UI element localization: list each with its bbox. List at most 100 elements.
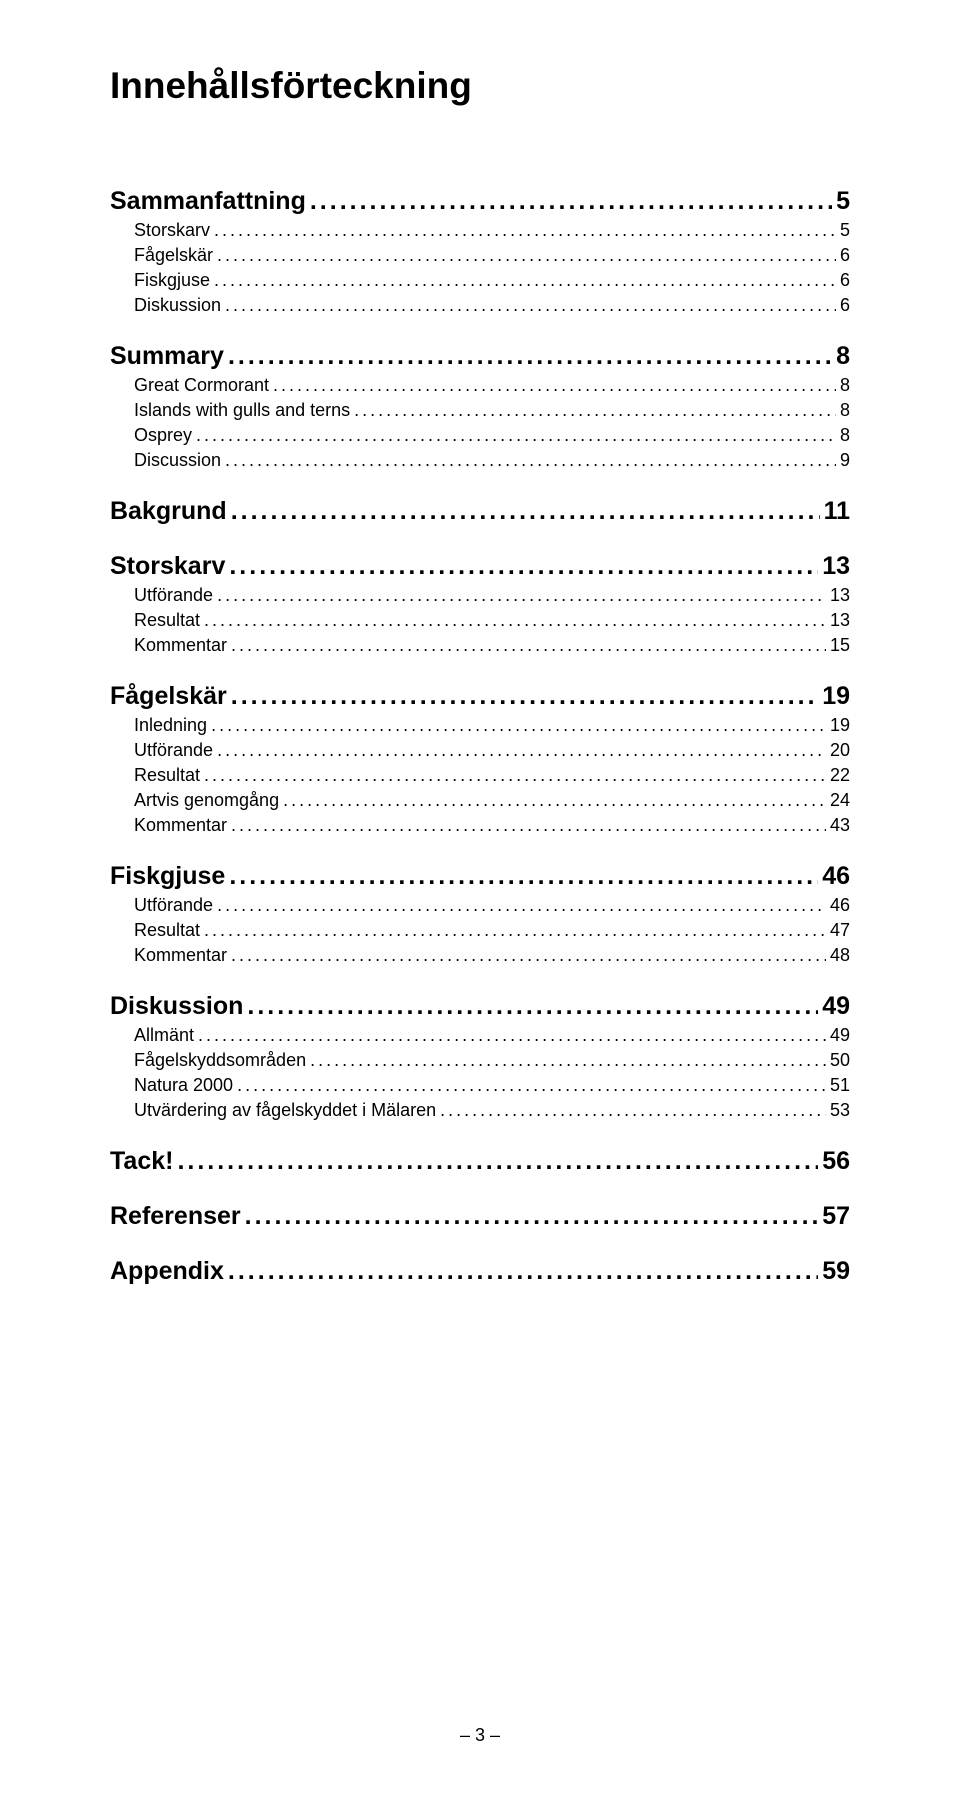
toc-entry-label: Appendix (110, 1257, 224, 1286)
toc-entry-page: 8 (840, 400, 850, 421)
toc-entry: Utförande20 (134, 740, 850, 761)
toc-leader-dots (440, 1100, 826, 1121)
toc-entry-label: Diskussion (110, 992, 243, 1021)
toc-entry-page: 8 (840, 425, 850, 446)
toc-entry: Referenser 57 (110, 1202, 850, 1231)
toc-entry-page: 5 (836, 187, 850, 216)
toc-entry-label: Tack! (110, 1147, 173, 1176)
toc-entry-page: 13 (830, 585, 850, 606)
toc-entry-page: 59 (822, 1257, 850, 1286)
toc-entry-label: Artvis genomgång (134, 790, 279, 811)
toc-entry-label: Storskarv (110, 552, 225, 581)
toc-entry-page: 13 (822, 552, 850, 581)
toc-leader-dots (217, 895, 826, 916)
toc-entry-page: 20 (830, 740, 850, 761)
toc-leader-dots (225, 295, 836, 316)
toc-entry-label: Resultat (134, 920, 200, 941)
toc-leader-dots (214, 270, 836, 291)
toc-leader-dots (231, 635, 826, 656)
toc-leader-dots (198, 1025, 826, 1046)
toc-entry: Utförande46 (134, 895, 850, 916)
toc-entry-page: 8 (840, 375, 850, 396)
toc-entry-label: Summary (110, 342, 224, 371)
toc-entry-page: 46 (830, 895, 850, 916)
toc-entry-page: 57 (822, 1202, 850, 1231)
toc-entry-label: Utvärdering av fågelskyddet i Mälaren (134, 1100, 436, 1121)
toc-entry: Storskarv5 (134, 220, 850, 241)
toc-leader-dots (225, 450, 836, 471)
toc-entry: Storskarv 13 (110, 552, 850, 581)
toc-leader-dots (237, 1075, 826, 1096)
toc-leader-dots (211, 715, 826, 736)
toc-leader-dots (231, 682, 818, 711)
toc-entry: Diskussion6 (134, 295, 850, 316)
page-number-footer: – 3 – (0, 1725, 960, 1746)
toc-entry-page: 46 (822, 862, 850, 891)
toc-entry-page: 56 (822, 1147, 850, 1176)
toc-entry-label: Referenser (110, 1202, 241, 1231)
toc-entry-page: 49 (822, 992, 850, 1021)
toc-leader-dots (214, 220, 836, 241)
toc-entry-label: Kommentar (134, 815, 227, 836)
toc-entry-page: 5 (840, 220, 850, 241)
toc-entry-label: Fågelskyddsområden (134, 1050, 306, 1071)
toc-entry-page: 24 (830, 790, 850, 811)
toc-leader-dots (354, 400, 836, 421)
toc-entry-label: Bakgrund (110, 497, 227, 526)
toc-entry-label: Allmänt (134, 1025, 194, 1046)
toc-entry: Resultat13 (134, 610, 850, 631)
toc-entry-page: 51 (830, 1075, 850, 1096)
toc-leader-dots (229, 862, 818, 891)
toc-entry: Diskussion 49 (110, 992, 850, 1021)
toc-leader-dots (310, 187, 832, 216)
toc-entry: Fågelskär19 (110, 682, 850, 711)
toc-entry-label: Islands with gulls and terns (134, 400, 350, 421)
toc-entry: Utvärdering av fågelskyddet i Mälaren 53 (134, 1100, 850, 1121)
toc-entry: Fågelskär6 (134, 245, 850, 266)
toc-entry-label: Inledning (134, 715, 207, 736)
toc-entry-page: 49 (830, 1025, 850, 1046)
toc-entry: Osprey 8 (134, 425, 850, 446)
toc-entry-page: 53 (830, 1100, 850, 1121)
toc-entry: Fiskgjuse6 (134, 270, 850, 291)
toc-entry-label: Great Cormorant (134, 375, 269, 396)
toc-entry-label: Fågelskär (134, 245, 213, 266)
toc-leader-dots (177, 1147, 818, 1176)
toc-entry: Allmänt 49 (134, 1025, 850, 1046)
toc-entry: Great Cormorant 8 (134, 375, 850, 396)
toc-leader-dots (228, 342, 832, 371)
toc-entry-page: 47 (830, 920, 850, 941)
toc-entry-label: Resultat (134, 610, 200, 631)
toc-leader-dots (247, 992, 818, 1021)
toc-entry: Islands with gulls and terns 8 (134, 400, 850, 421)
toc-entry: Kommentar48 (134, 945, 850, 966)
toc-leader-dots (204, 610, 826, 631)
page-title: Innehållsförteckning (110, 65, 850, 107)
toc-leader-dots (231, 497, 820, 526)
table-of-contents: Sammanfattning5Storskarv5Fågelskär6Fiskg… (110, 187, 850, 1286)
toc-entry: Artvis genomgång 24 (134, 790, 850, 811)
toc-entry-label: Fågelskär (110, 682, 227, 711)
toc-entry-page: 8 (836, 342, 850, 371)
toc-entry-label: Kommentar (134, 635, 227, 656)
toc-leader-dots (204, 765, 826, 786)
toc-entry-page: 9 (840, 450, 850, 471)
toc-entry-label: Natura 2000 (134, 1075, 233, 1096)
toc-entry-page: 43 (830, 815, 850, 836)
toc-entry: Natura 2000 51 (134, 1075, 850, 1096)
toc-leader-dots (245, 1202, 819, 1231)
toc-entry-label: Fiskgjuse (110, 862, 225, 891)
toc-leader-dots (231, 945, 826, 966)
toc-entry: Appendix 59 (110, 1257, 850, 1286)
toc-entry: Inledning19 (134, 715, 850, 736)
toc-entry: Kommentar 43 (134, 815, 850, 836)
toc-entry-page: 11 (824, 497, 850, 526)
toc-entry-label: Fiskgjuse (134, 270, 210, 291)
toc-leader-dots (204, 920, 826, 941)
toc-entry: Utförande13 (134, 585, 850, 606)
toc-entry-page: 15 (830, 635, 850, 656)
toc-entry: Resultat22 (134, 765, 850, 786)
toc-leader-dots (229, 552, 818, 581)
toc-entry: Sammanfattning5 (110, 187, 850, 216)
toc-entry-label: Osprey (134, 425, 192, 446)
